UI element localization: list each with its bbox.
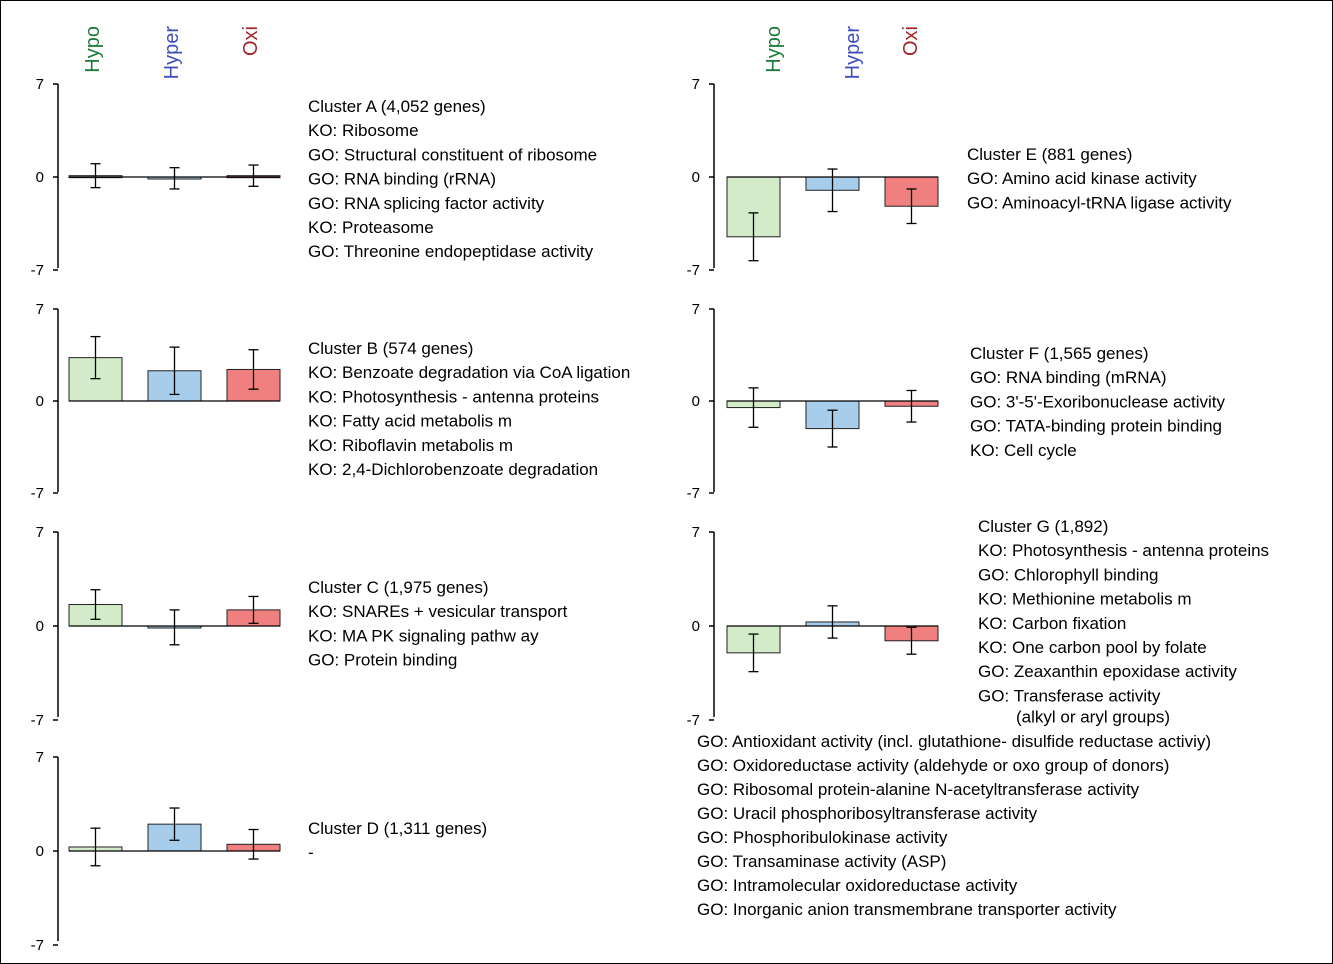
extra-annotation-line: GO: Oxidoreductase activity (aldehyde or… — [697, 756, 1169, 775]
annotation-line: GO: Structural constituent of ribosome — [308, 145, 597, 164]
y-tick-label: 0 — [692, 618, 700, 635]
annotation-line: GO: RNA binding (rRNA) — [308, 170, 496, 189]
condition-label-oxi: Oxi — [240, 26, 262, 56]
annotation-line: KO: Fatty acid metabolis m — [308, 412, 512, 431]
extra-annotation-line: GO: Inorganic anion transmembrane transp… — [697, 900, 1117, 919]
cluster-title: Cluster G (1,892) — [978, 517, 1108, 536]
annotation-line: GO: Aminoacyl-tRNA ligase activity — [967, 193, 1232, 212]
annotation-line: GO: 3'-5'-Exoribonuclease activity — [970, 392, 1225, 411]
condition-labels-left: Hypo Hyper Oxi — [82, 26, 262, 80]
panel-a: 7 0 -7 Cluster A (4,052 genes) KO: Ribosome G… — [31, 76, 597, 279]
annotation-line: GO: RNA binding (mRNA) — [970, 368, 1167, 387]
annotation-line: GO: TATA-binding protein binding — [970, 417, 1222, 436]
y-tick-label: 7 — [36, 749, 44, 766]
y-tick-label: 7 — [692, 524, 700, 541]
extra-annotation-line: GO: Uracil phosphoribosyltransferase act… — [697, 804, 1038, 823]
y-tick-label: -7 — [31, 485, 44, 502]
annotation-line: KO: SNAREs + vesicular transport — [308, 602, 568, 621]
extra-annotation-line: GO: Phosphoribulokinase activity — [697, 828, 948, 847]
annotation-line: GO: Amino acid kinase activity — [967, 169, 1197, 188]
annotation-line: KO: Methionine metabolis m — [978, 590, 1192, 609]
y-tick-label: 7 — [692, 76, 700, 93]
y-tick-label: -7 — [687, 262, 700, 279]
cluster-title: Cluster E (881 genes) — [967, 145, 1132, 164]
panel-e: 7 0 -7 Cluster E (881 genes) GO: Amino acid … — [687, 76, 1232, 279]
y-tick-label: 0 — [36, 618, 44, 635]
cluster-title: Cluster C (1,975 genes) — [308, 578, 488, 597]
panel-g: 7 0 -7 Cluster G (1,892) KO: Photosynthesis … — [687, 517, 1269, 729]
condition-label-hyper: Hyper — [842, 26, 864, 80]
annotation-line: KO: Cell cycle — [970, 441, 1077, 460]
panel-f: 7 0 -7 Cluster F (1,565 genes) GO: RNA bindi… — [687, 301, 1226, 502]
annotation-line: (alkyl or aryl groups) — [1016, 707, 1170, 726]
extra-annotation: GO: Antioxidant activity (incl. glutathi… — [697, 732, 1211, 919]
annotation-line: GO: Zeaxanthin epoxidase activity — [978, 662, 1237, 681]
extra-annotation-line: GO: Intramolecular oxidoreductase activi… — [697, 876, 1018, 895]
y-tick-label: -7 — [687, 485, 700, 502]
y-tick-label: -7 — [31, 712, 44, 729]
condition-label-hypo: Hypo — [763, 26, 785, 73]
cluster-title: Cluster F (1,565 genes) — [970, 344, 1149, 363]
annotation-line: KO: Riboflavin metabolis m — [308, 436, 513, 455]
y-tick-label: 7 — [692, 301, 700, 318]
y-tick-label: 0 — [36, 393, 44, 410]
cluster-title: Cluster D (1,311 genes) — [308, 819, 487, 838]
annotation-line: KO: Photosynthesis - antenna proteins — [308, 387, 599, 406]
y-tick-label: 0 — [692, 169, 700, 186]
condition-label-hypo: Hypo — [82, 26, 104, 73]
annotation-line: KO: 2,4-Dichlorobenzoate degradation — [308, 460, 598, 479]
y-tick-label: -7 — [31, 937, 44, 954]
annotation-line: GO: Threonine endopeptidase activity — [308, 242, 594, 261]
y-tick-label: 0 — [36, 169, 44, 186]
y-tick-label: 7 — [36, 76, 44, 93]
annotation-line: KO: Proteasome — [308, 218, 434, 237]
y-tick-label: 0 — [692, 393, 700, 410]
annotation-line: KO: One carbon pool by folate — [978, 638, 1207, 657]
y-tick-label: 0 — [36, 843, 44, 860]
condition-labels-right: Hypo Hyper Oxi — [763, 26, 922, 80]
y-tick-label: -7 — [31, 262, 44, 279]
annotation-line: KO: MA PK signaling pathw ay — [308, 626, 539, 645]
annotation-line: GO: RNA splicing factor activity — [308, 194, 545, 213]
cluster-title: Cluster B (574 genes) — [308, 339, 473, 358]
condition-label-oxi: Oxi — [900, 26, 922, 56]
extra-annotation-line: GO: Antioxidant activity (incl. glutathi… — [697, 732, 1211, 751]
extra-annotation-line: GO: Ribosomal protein-alanine N-acetyltr… — [697, 780, 1140, 799]
annotation-line: GO: Chlorophyll binding — [978, 565, 1158, 584]
cluster-title: Cluster A (4,052 genes) — [308, 97, 486, 116]
annotation-line: - — [308, 843, 314, 862]
panel-b: 7 0 -7 Cluster B (574 genes) KO: Benzoate de… — [31, 301, 631, 502]
annotation-line: KO: Carbon fixation — [978, 614, 1126, 633]
extra-annotation-line: GO: Transaminase activity (ASP) — [697, 852, 946, 871]
annotation-line: GO: Transferase activity — [978, 686, 1161, 705]
annotation-line: KO: Benzoate degradation via CoA ligatio… — [308, 363, 630, 382]
y-tick-label: 7 — [36, 301, 44, 318]
panel-d: 7 0 -7 Cluster D (1,311 genes) - — [31, 749, 488, 954]
panel-c: 7 0 -7 Cluster C (1,975 genes) KO: SNAREs + … — [31, 524, 568, 729]
condition-label-hyper: Hyper — [161, 26, 183, 80]
y-tick-label: -7 — [687, 712, 700, 729]
annotation-line: KO: Photosynthesis - antenna proteins — [978, 541, 1269, 560]
y-tick-label: 7 — [36, 524, 44, 541]
annotation-line: GO: Protein binding — [308, 651, 457, 670]
annotation-line: KO: Ribosome — [308, 121, 419, 140]
